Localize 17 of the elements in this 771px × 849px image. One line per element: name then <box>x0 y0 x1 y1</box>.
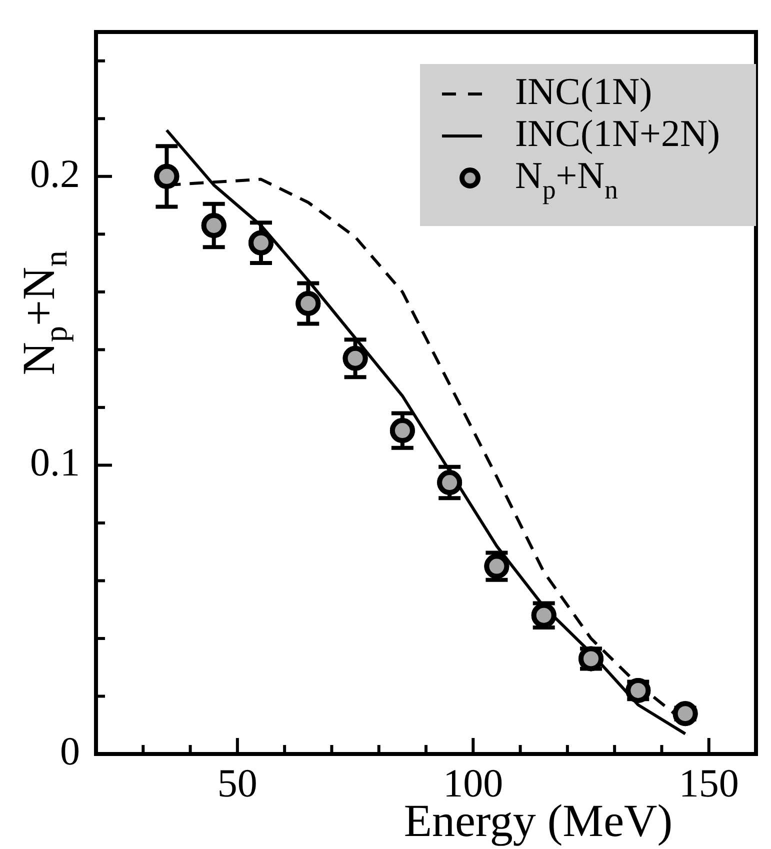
legend-label: INC(1N) <box>515 70 652 113</box>
point <box>201 212 226 238</box>
point <box>672 701 698 726</box>
y-axis-title: Np+Nn <box>13 250 74 376</box>
y-tick-label: 0.2 <box>30 150 80 196</box>
point <box>296 290 321 316</box>
y-tick-label: 0.1 <box>30 440 80 485</box>
legend-label: INC(1N+2N) <box>515 112 720 155</box>
y-tick-label: 0 <box>60 728 80 774</box>
point <box>390 418 415 444</box>
x-tick-label: 50 <box>217 760 258 806</box>
point <box>248 230 274 256</box>
point <box>342 346 368 371</box>
point <box>437 470 462 496</box>
point <box>154 164 180 189</box>
x-tick-label: 100 <box>443 760 504 806</box>
x-tick-label: 150 <box>678 760 739 806</box>
